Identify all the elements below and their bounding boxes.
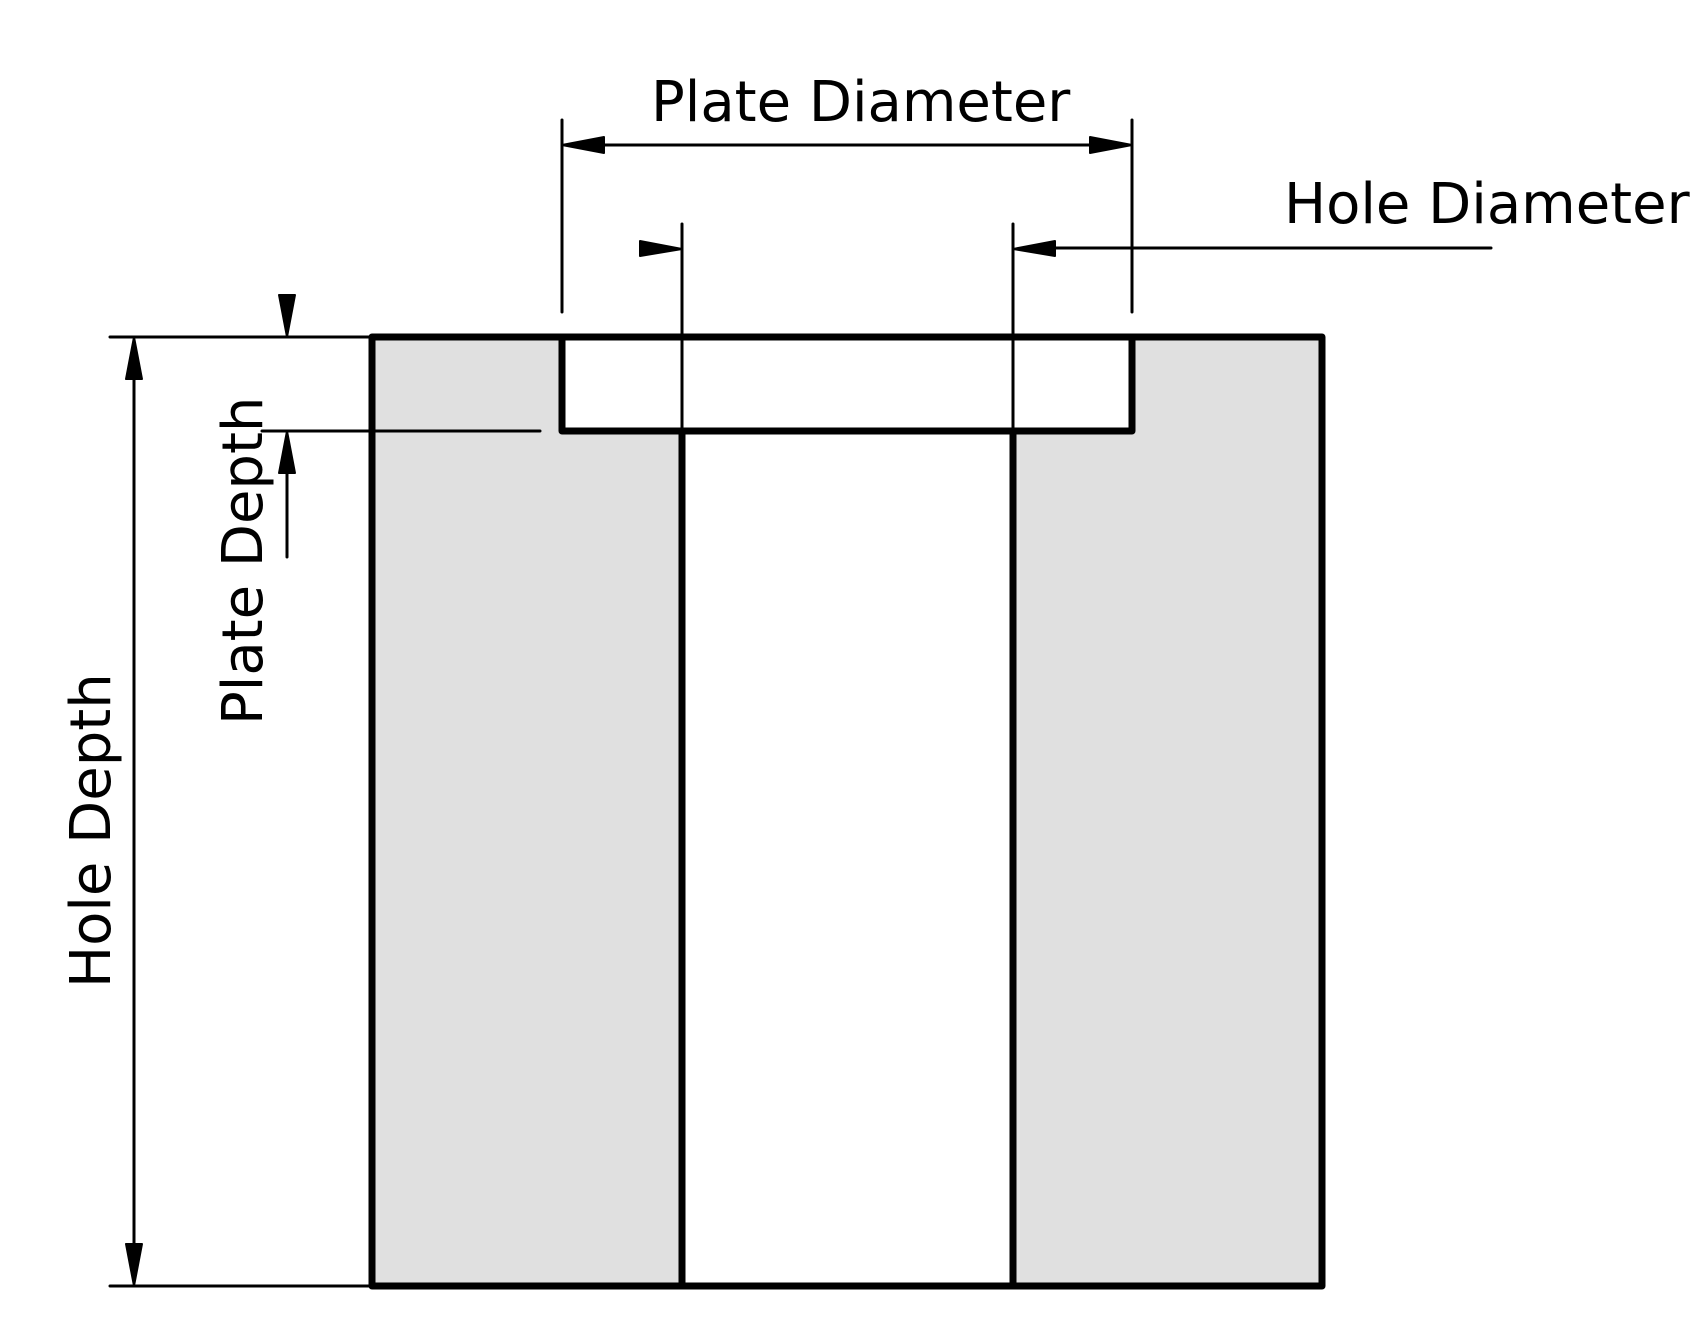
plate-depth-arrow-top bbox=[278, 294, 296, 338]
plate-depth-arrow-bottom bbox=[278, 430, 296, 474]
hole-diameter-dimension: Hole Diameter bbox=[639, 172, 1691, 339]
plate-diameter-label: Plate Diameter bbox=[651, 70, 1071, 135]
material-left-lower bbox=[372, 431, 682, 1286]
hole-depth-label: Hole Depth bbox=[59, 673, 124, 988]
plate-depth-label: Plate Depth bbox=[211, 397, 276, 725]
hole-depth-dimension: Hole Depth bbox=[59, 335, 374, 1288]
material-left-upper bbox=[372, 337, 562, 431]
plate-diameter-dimension: Plate Diameter bbox=[560, 70, 1134, 314]
material-right-upper bbox=[1132, 337, 1322, 431]
material-right-lower bbox=[1013, 431, 1322, 1286]
plate-diameter-arrow-right bbox=[1089, 136, 1133, 154]
hole-depth-arrow-top bbox=[125, 336, 143, 380]
hole-depth-arrow-bottom bbox=[125, 1243, 143, 1287]
plate-diameter-arrow-left bbox=[561, 136, 605, 154]
hole-diameter-arrow-left bbox=[639, 240, 683, 257]
material-section bbox=[372, 337, 1322, 1286]
hole-diameter-label: Hole Diameter bbox=[1284, 172, 1691, 237]
plate-depth-dimension: Plate Depth bbox=[211, 294, 542, 725]
